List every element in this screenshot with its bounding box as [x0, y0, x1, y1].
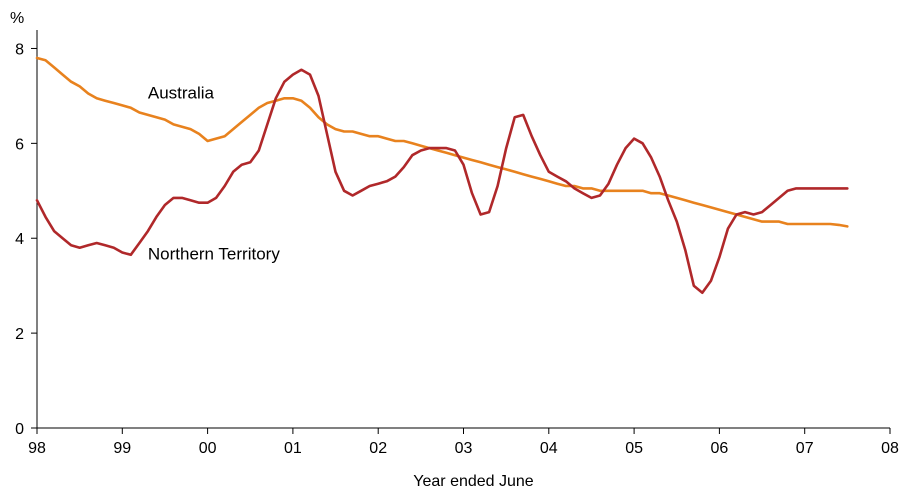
x-tick-label: 05 [625, 440, 643, 457]
y-tick-label: 2 [15, 326, 24, 343]
x-tick-label: 08 [881, 440, 899, 457]
x-tick-label: 06 [711, 440, 729, 457]
australia-label: Australia [148, 83, 215, 102]
y-tick-label: 8 [15, 41, 24, 58]
x-axis-ticks: 98 99 00 01 02 03 04 05 06 07 08 [28, 428, 899, 457]
y-tick-label: 0 [15, 421, 24, 438]
y-tick-label: 6 [15, 136, 24, 153]
series-annotations: Australia Northern Territory [148, 83, 280, 263]
x-tick-label: 00 [199, 440, 217, 457]
x-tick-label: 98 [28, 440, 46, 457]
northern-territory-label: Northern Territory [148, 245, 280, 264]
x-tick-label: 04 [540, 440, 558, 457]
series-line-australia [35, 56, 849, 228]
y-tick-label: 4 [15, 231, 24, 248]
y-axis-title: % [10, 10, 24, 27]
x-tick-label: 07 [796, 440, 814, 457]
x-tick-label: 03 [455, 440, 473, 457]
y-axis-ticks: 0 2 4 6 8 [15, 41, 37, 438]
x-tick-label: 02 [369, 440, 387, 457]
x-tick-label: 99 [113, 440, 131, 457]
series-line-northern-territory [35, 68, 849, 295]
series-lines [35, 56, 849, 295]
x-tick-label: 01 [284, 440, 302, 457]
x-axis-title: Year ended June [413, 473, 534, 490]
